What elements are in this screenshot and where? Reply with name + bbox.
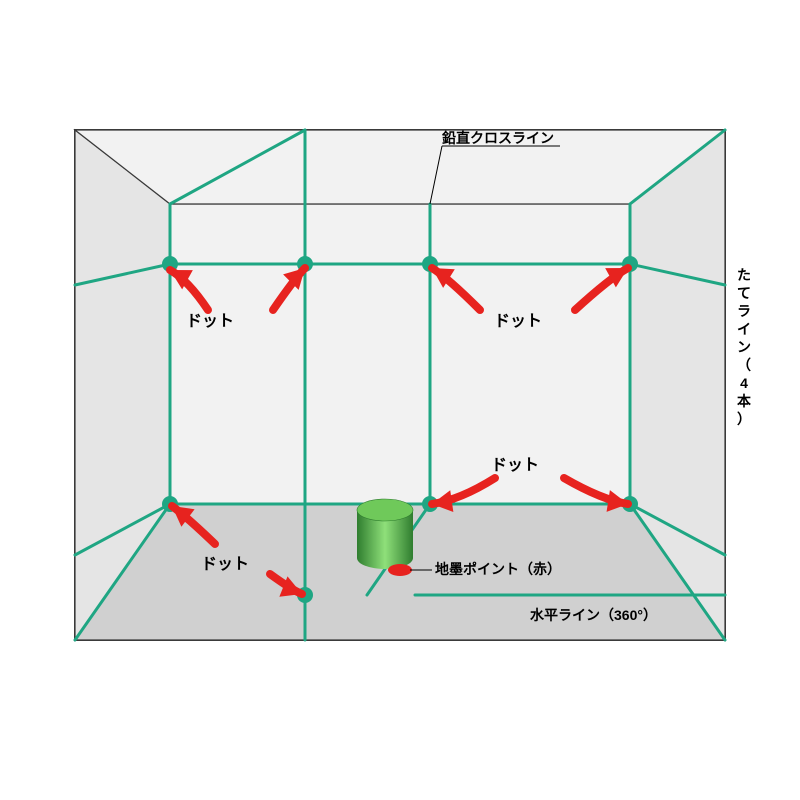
ground-point-dot	[388, 564, 412, 576]
label-dot: ドット	[186, 313, 234, 330]
label-vertical-4: たてライン（4本）	[737, 267, 752, 427]
label-dot: ドット	[201, 556, 249, 573]
label-dot: ドット	[494, 313, 542, 330]
label-vertical-cross: 鉛直クロスライン	[442, 130, 554, 146]
laser-device	[357, 499, 413, 569]
label-horizontal-360: 水平ライン（360°）	[530, 607, 657, 623]
label-dot: ドット	[491, 457, 539, 474]
label-ground-point: 地墨ポイント（赤）	[435, 561, 561, 577]
